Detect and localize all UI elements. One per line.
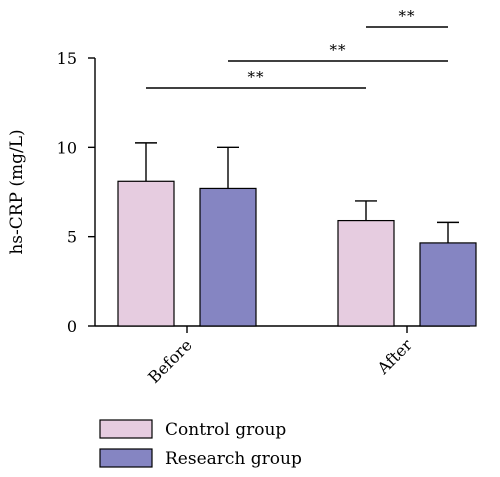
x-axis: Before After xyxy=(95,325,470,387)
y-tick-label: 10 xyxy=(57,138,77,157)
significance-layer: ** ** ** xyxy=(146,7,448,89)
bars-layer xyxy=(117,142,477,327)
significance-label: ** xyxy=(248,68,265,86)
y-tick-label: 15 xyxy=(57,49,77,68)
legend-swatch xyxy=(99,448,153,468)
bar-before-research-group xyxy=(199,187,257,327)
y-tick-label: 5 xyxy=(67,228,77,247)
y-axis: 0 5 10 15 xyxy=(57,49,96,336)
y-axis-title: hs-CRP (mg/L) xyxy=(7,129,27,254)
legend-swatch xyxy=(99,419,153,439)
legend-label: Control group xyxy=(165,420,286,440)
significance-label: ** xyxy=(399,7,416,25)
bar-before-control-group xyxy=(117,180,175,327)
bar-after-control-group xyxy=(337,219,395,327)
x-tick-label: Before xyxy=(144,335,196,387)
y-tick-label: 0 xyxy=(67,317,77,336)
legend-label: Research group xyxy=(165,449,302,469)
bar-after-research-group xyxy=(419,242,477,327)
significance-label: ** xyxy=(330,41,347,59)
x-tick-label: After xyxy=(373,335,416,378)
legend: Control group Research group xyxy=(99,419,302,469)
